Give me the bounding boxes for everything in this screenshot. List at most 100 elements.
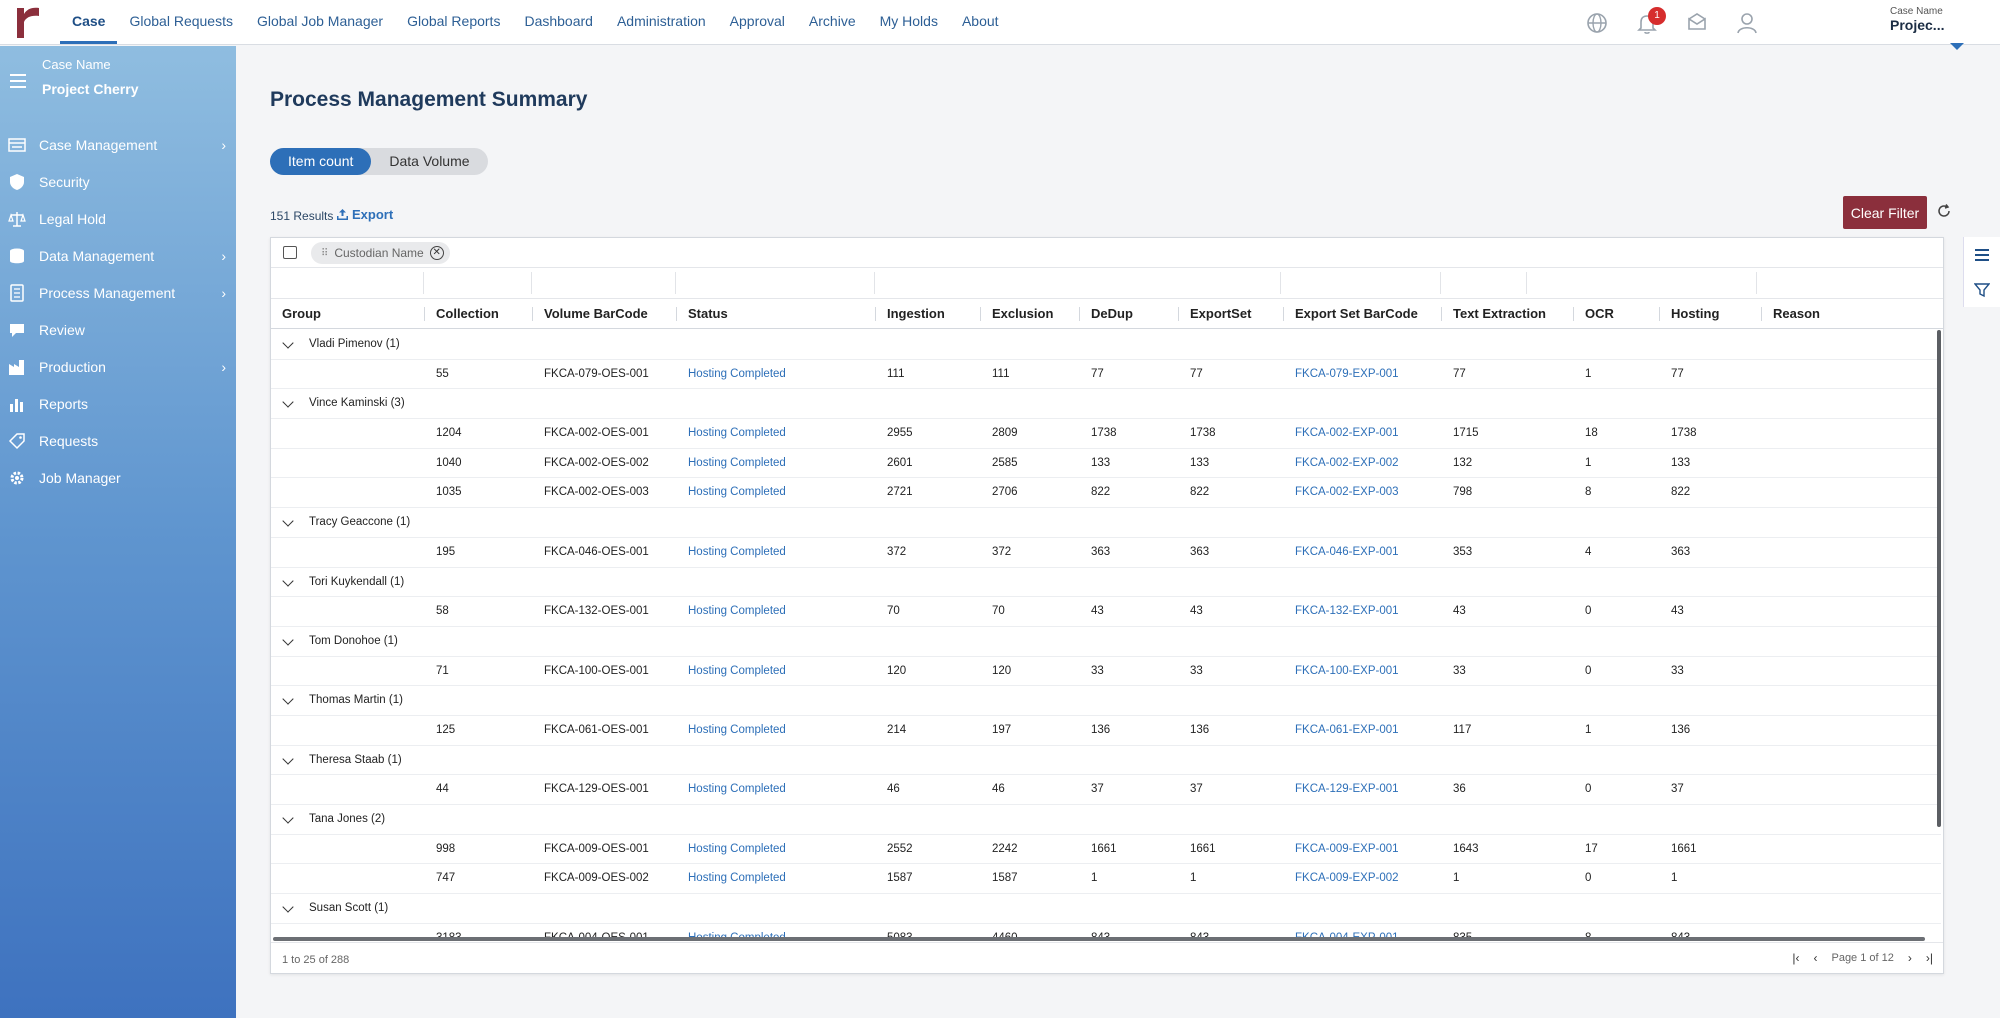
topnav-item[interactable]: Approval [729,13,785,29]
export-barcode-link[interactable]: FKCA-100-EXP-001 [1295,664,1399,677]
topnav-item[interactable]: About [961,13,999,29]
refresh-icon[interactable] [1936,203,1952,219]
chevron-down-icon[interactable] [282,515,294,527]
column-separator[interactable] [1441,307,1442,321]
column-header[interactable]: Collection [436,306,499,321]
table-row[interactable]: 44 FKCA-129-OES-001 Hosting Completed 46 46 3… [271,775,1941,805]
group-chip[interactable]: ⠿ Custodian Name ✕ [311,242,450,264]
sidebar-item-security[interactable]: Security [0,163,236,200]
column-separator[interactable] [1659,307,1660,321]
export-barcode-link[interactable]: FKCA-009-EXP-001 [1295,842,1399,855]
group-row[interactable]: Vladi Pimenov (1) [271,330,1941,360]
app-logo[interactable] [14,4,42,40]
first-page-icon[interactable]: |‹ [1792,951,1800,965]
column-separator[interactable] [1761,307,1762,321]
column-separator[interactable] [424,307,425,321]
topnav-item[interactable]: Case [60,0,118,44]
chevron-down-icon[interactable] [282,812,294,824]
columns-panel-icon[interactable] [1964,237,2000,272]
chevron-down-icon[interactable] [282,901,294,913]
group-row[interactable]: Vince Kaminski (3) [271,389,1941,420]
column-header[interactable]: Status [688,306,728,321]
export-barcode-link[interactable]: FKCA-061-EXP-001 [1295,723,1399,736]
export-barcode-link[interactable]: FKCA-002-EXP-001 [1295,427,1399,440]
topnav-item[interactable]: Global Job Manager [256,13,384,29]
chevron-down-icon[interactable] [282,752,294,765]
next-page-icon[interactable]: › [1907,951,1912,965]
status-link[interactable]: Hosting Completed [688,545,786,558]
group-row[interactable]: Tracy Geaccone (1) [271,508,1941,538]
status-link[interactable]: Hosting Completed [688,486,786,499]
column-header[interactable]: DeDup [1091,306,1133,321]
table-row[interactable]: 125 FKCA-061-OES-001 Hosting Completed 214 1… [271,716,1941,746]
table-row[interactable]: 1204 FKCA-002-OES-001 Hosting Completed 295… [271,419,1941,449]
status-link[interactable]: Hosting Completed [688,367,786,380]
status-link[interactable]: Hosting Completed [688,872,786,885]
table-row[interactable]: 55 FKCA-079-OES-001 Hosting Completed 111 11… [271,360,1941,390]
status-link[interactable]: Hosting Completed [688,783,786,796]
sidebar-item-case-management[interactable]: Case Management › [0,126,236,163]
sidebar-item-process-management[interactable]: Process Management › [0,274,236,311]
hamburger-menu-icon[interactable] [10,70,26,92]
group-row[interactable]: Tana Jones (2) [271,805,1941,835]
column-header[interactable]: Reason [1773,306,1820,321]
table-row[interactable]: 747 FKCA-009-OES-002 Hosting Completed 1587… [271,864,1941,895]
chevron-down-icon[interactable] [282,337,294,349]
topnav-item[interactable]: Dashboard [524,13,593,29]
sidebar-item-job-manager[interactable]: Job Manager [0,459,236,496]
table-row[interactable]: 998 FKCA-009-OES-001 Hosting Completed 2552… [271,835,1941,865]
status-link[interactable]: Hosting Completed [688,842,786,855]
user-icon[interactable] [1734,10,1760,36]
column-separator[interactable] [1573,307,1574,321]
column-separator[interactable] [980,307,981,321]
sidebar-item-data-management[interactable]: Data Management › [0,237,236,274]
table-row[interactable]: 195 FKCA-046-OES-001 Hosting Completed 372 3… [271,538,1941,568]
group-row[interactable]: Thomas Martin (1) [271,686,1941,716]
export-barcode-link[interactable]: FKCA-002-EXP-002 [1295,456,1399,469]
column-separator[interactable] [1283,307,1284,321]
export-barcode-link[interactable]: FKCA-129-EXP-001 [1295,783,1399,796]
column-header[interactable]: Text Extraction [1453,306,1546,321]
column-header[interactable]: OCR [1585,306,1614,321]
drag-handle-icon[interactable]: ⠿ [321,247,329,259]
topnav-item[interactable]: Archive [808,13,856,29]
column-header[interactable]: ExportSet [1190,306,1252,321]
topnav-item[interactable]: My Holds [879,13,938,29]
table-row[interactable]: 1040 FKCA-002-OES-002 Hosting Completed 260… [271,449,1941,479]
chevron-down-icon[interactable] [282,396,294,409]
topnav-item[interactable]: Administration [616,13,706,29]
data-volume-toggle[interactable]: Data Volume [389,153,470,169]
topnav-item[interactable]: Global Reports [407,13,501,29]
column-header[interactable]: Export Set BarCode [1295,306,1418,321]
column-header[interactable]: Hosting [1671,306,1720,321]
chevron-down-icon[interactable] [282,574,294,587]
bell-icon[interactable]: 1 [1634,7,1666,36]
export-barcode-link[interactable]: FKCA-009-EXP-002 [1295,872,1399,885]
group-row[interactable]: Tori Kuykendall (1) [271,568,1941,598]
column-header[interactable]: Volume BarCode [544,306,648,321]
group-row[interactable]: Theresa Staab (1) [271,746,1941,776]
table-row[interactable]: 3183 FKCA-004-OES-001 Hosting Completed 508… [271,924,1941,937]
group-row[interactable]: Tom Donohoe (1) [271,627,1941,657]
prev-page-icon[interactable]: ‹ [1813,951,1818,965]
column-header[interactable]: Group [282,306,321,321]
export-barcode-link[interactable]: FKCA-046-EXP-001 [1295,545,1399,558]
status-link[interactable]: Hosting Completed [688,924,786,937]
column-separator[interactable] [1178,307,1179,321]
case-selector[interactable]: Case Name Projec... [1890,6,1980,33]
sidebar-item-production[interactable]: Production › [0,348,236,385]
status-link[interactable]: Hosting Completed [688,723,786,736]
column-separator[interactable] [532,307,533,321]
status-link[interactable]: Hosting Completed [688,605,786,618]
clear-filter-button[interactable]: Clear Filter [1843,196,1927,229]
sidebar-item-legal-hold[interactable]: Legal Hold [0,200,236,237]
export-button[interactable]: Export [336,207,393,222]
export-barcode-link[interactable]: FKCA-002-EXP-003 [1295,486,1399,499]
topnav-item[interactable]: Global Requests [129,13,233,29]
item-count-toggle[interactable]: Item count [270,148,372,175]
sidebar-item-review[interactable]: Review [0,311,236,348]
column-separator[interactable] [676,307,677,321]
group-panel-icon[interactable] [283,246,297,259]
column-header[interactable]: Ingestion [887,306,945,321]
chevron-down-icon[interactable] [282,634,294,646]
